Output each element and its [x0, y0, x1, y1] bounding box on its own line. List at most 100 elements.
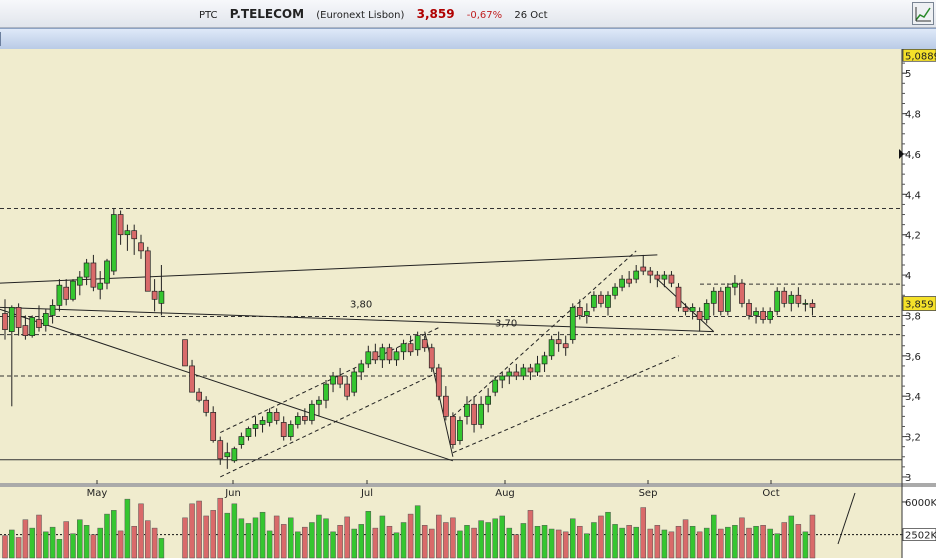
- candle-down: [640, 266, 647, 272]
- volume-bar-down: [210, 510, 216, 559]
- volume-bar-down: [182, 517, 188, 559]
- volume-bar-up: [295, 531, 301, 559]
- volume-bar-up: [703, 527, 710, 559]
- volume-bar-up: [457, 530, 463, 559]
- price-tick-label: 3,2: [905, 433, 921, 444]
- volume-bar-up: [111, 510, 117, 559]
- price-tick-label: 3,6: [905, 352, 921, 363]
- volume-bar-down: [196, 500, 202, 559]
- volume-bar-down: [640, 507, 646, 559]
- month-label: May: [87, 488, 108, 499]
- candle-down: [739, 282, 745, 304]
- volume-bar-up: [605, 511, 611, 559]
- candle-up: [76, 276, 83, 286]
- candle-down: [182, 339, 188, 367]
- price-tick-label: 4,2: [905, 231, 921, 242]
- candle-down: [63, 286, 70, 300]
- candle-down: [675, 286, 682, 308]
- volume-bar-up: [619, 527, 625, 559]
- volume-bar-down: [443, 522, 449, 559]
- volume-bar-up: [478, 520, 484, 559]
- volume-bar-up: [534, 525, 541, 559]
- scroll-marker-icon: [899, 148, 904, 159]
- ticker-symbol: PTC: [199, 10, 218, 21]
- candle-up: [358, 363, 365, 373]
- candle-down: [372, 351, 379, 361]
- volume-bar-up: [541, 525, 548, 559]
- instrument-name: P.TELECOM: [229, 7, 305, 21]
- volume-bar-up: [414, 505, 421, 559]
- volume-bar-down: [781, 522, 787, 559]
- volume-bar-down: [386, 525, 393, 559]
- volume-bar-up: [753, 525, 759, 559]
- candlestick-chart: May Jun Jul Aug Sep Oct 3 3,2 3,4 3,6 3,8 4 4,2 4,4 4,…: [0, 49, 936, 559]
- candle-down: [36, 319, 42, 328]
- volume-bar-up: [56, 539, 63, 559]
- candle-down: [90, 262, 97, 288]
- volume-bar-up: [492, 518, 498, 559]
- month-label: Sep: [639, 488, 658, 499]
- candle-down: [280, 422, 287, 437]
- candle-down: [443, 395, 449, 417]
- candle-down: [746, 302, 752, 316]
- volume-bar-up: [252, 517, 259, 559]
- candle-up: [110, 214, 117, 272]
- candle-up: [238, 436, 245, 445]
- volume-bar-down: [675, 525, 682, 559]
- volume-bar-down: [577, 525, 583, 559]
- price-tick-label: 3,4: [905, 392, 921, 403]
- volume-bar-down: [151, 527, 158, 559]
- candle-up: [104, 260, 110, 284]
- volume-bar-down: [138, 503, 144, 559]
- volume-bar-down: [527, 510, 534, 559]
- volume-bar-up: [485, 522, 491, 559]
- candle-down: [668, 274, 675, 284]
- candle-down: [407, 343, 414, 353]
- volume-bar-up: [77, 519, 83, 559]
- volume-bar-down: [436, 514, 442, 559]
- max-price-label: 5,0889: [905, 51, 936, 62]
- candle-down: [527, 367, 534, 373]
- candle-up: [534, 363, 541, 373]
- volume-bar-down: [217, 497, 223, 559]
- month-label: Aug: [495, 488, 515, 499]
- volume-bar-down: [22, 519, 29, 559]
- volume-bar-down: [739, 517, 745, 559]
- candle-down: [760, 311, 766, 320]
- volume-bar-up: [323, 518, 329, 559]
- volume-bar-up: [689, 525, 696, 559]
- candle-up: [732, 282, 738, 288]
- candle-down: [344, 383, 350, 397]
- candle-down: [576, 307, 583, 316]
- triangle-base-line: [0, 306, 714, 333]
- volume-bar-down: [626, 525, 632, 559]
- candle-up: [70, 280, 76, 300]
- candle-up: [287, 424, 294, 437]
- volume-bar-down: [555, 529, 562, 559]
- last-price: 3,859: [416, 7, 455, 21]
- volume-bar-up: [224, 512, 231, 559]
- volume-bar-down: [562, 531, 569, 559]
- trend-channel-lower: [220, 371, 440, 478]
- volume-bar-up: [379, 515, 386, 559]
- candle-up: [506, 371, 513, 377]
- chart-type-icon[interactable]: [912, 2, 934, 25]
- volume-bar-down: [117, 530, 124, 559]
- volume-bar-down: [450, 517, 456, 559]
- candle-up: [485, 395, 491, 405]
- candle-up: [541, 355, 548, 365]
- price-tick-label: 3: [905, 473, 911, 484]
- candle-down: [654, 274, 661, 280]
- candle-up: [774, 290, 781, 312]
- candle-up: [619, 278, 625, 288]
- candle-down: [15, 307, 22, 328]
- volume-bar-down: [696, 531, 703, 559]
- volume-bar-up: [83, 525, 90, 559]
- candle-down: [302, 416, 308, 421]
- volume-bar-up: [49, 526, 56, 559]
- candle-down: [138, 242, 144, 252]
- candle-up: [124, 230, 131, 236]
- strip-handle[interactable]: [0, 32, 7, 46]
- volume-bar-up: [393, 532, 400, 559]
- volume-bar-up: [238, 518, 245, 559]
